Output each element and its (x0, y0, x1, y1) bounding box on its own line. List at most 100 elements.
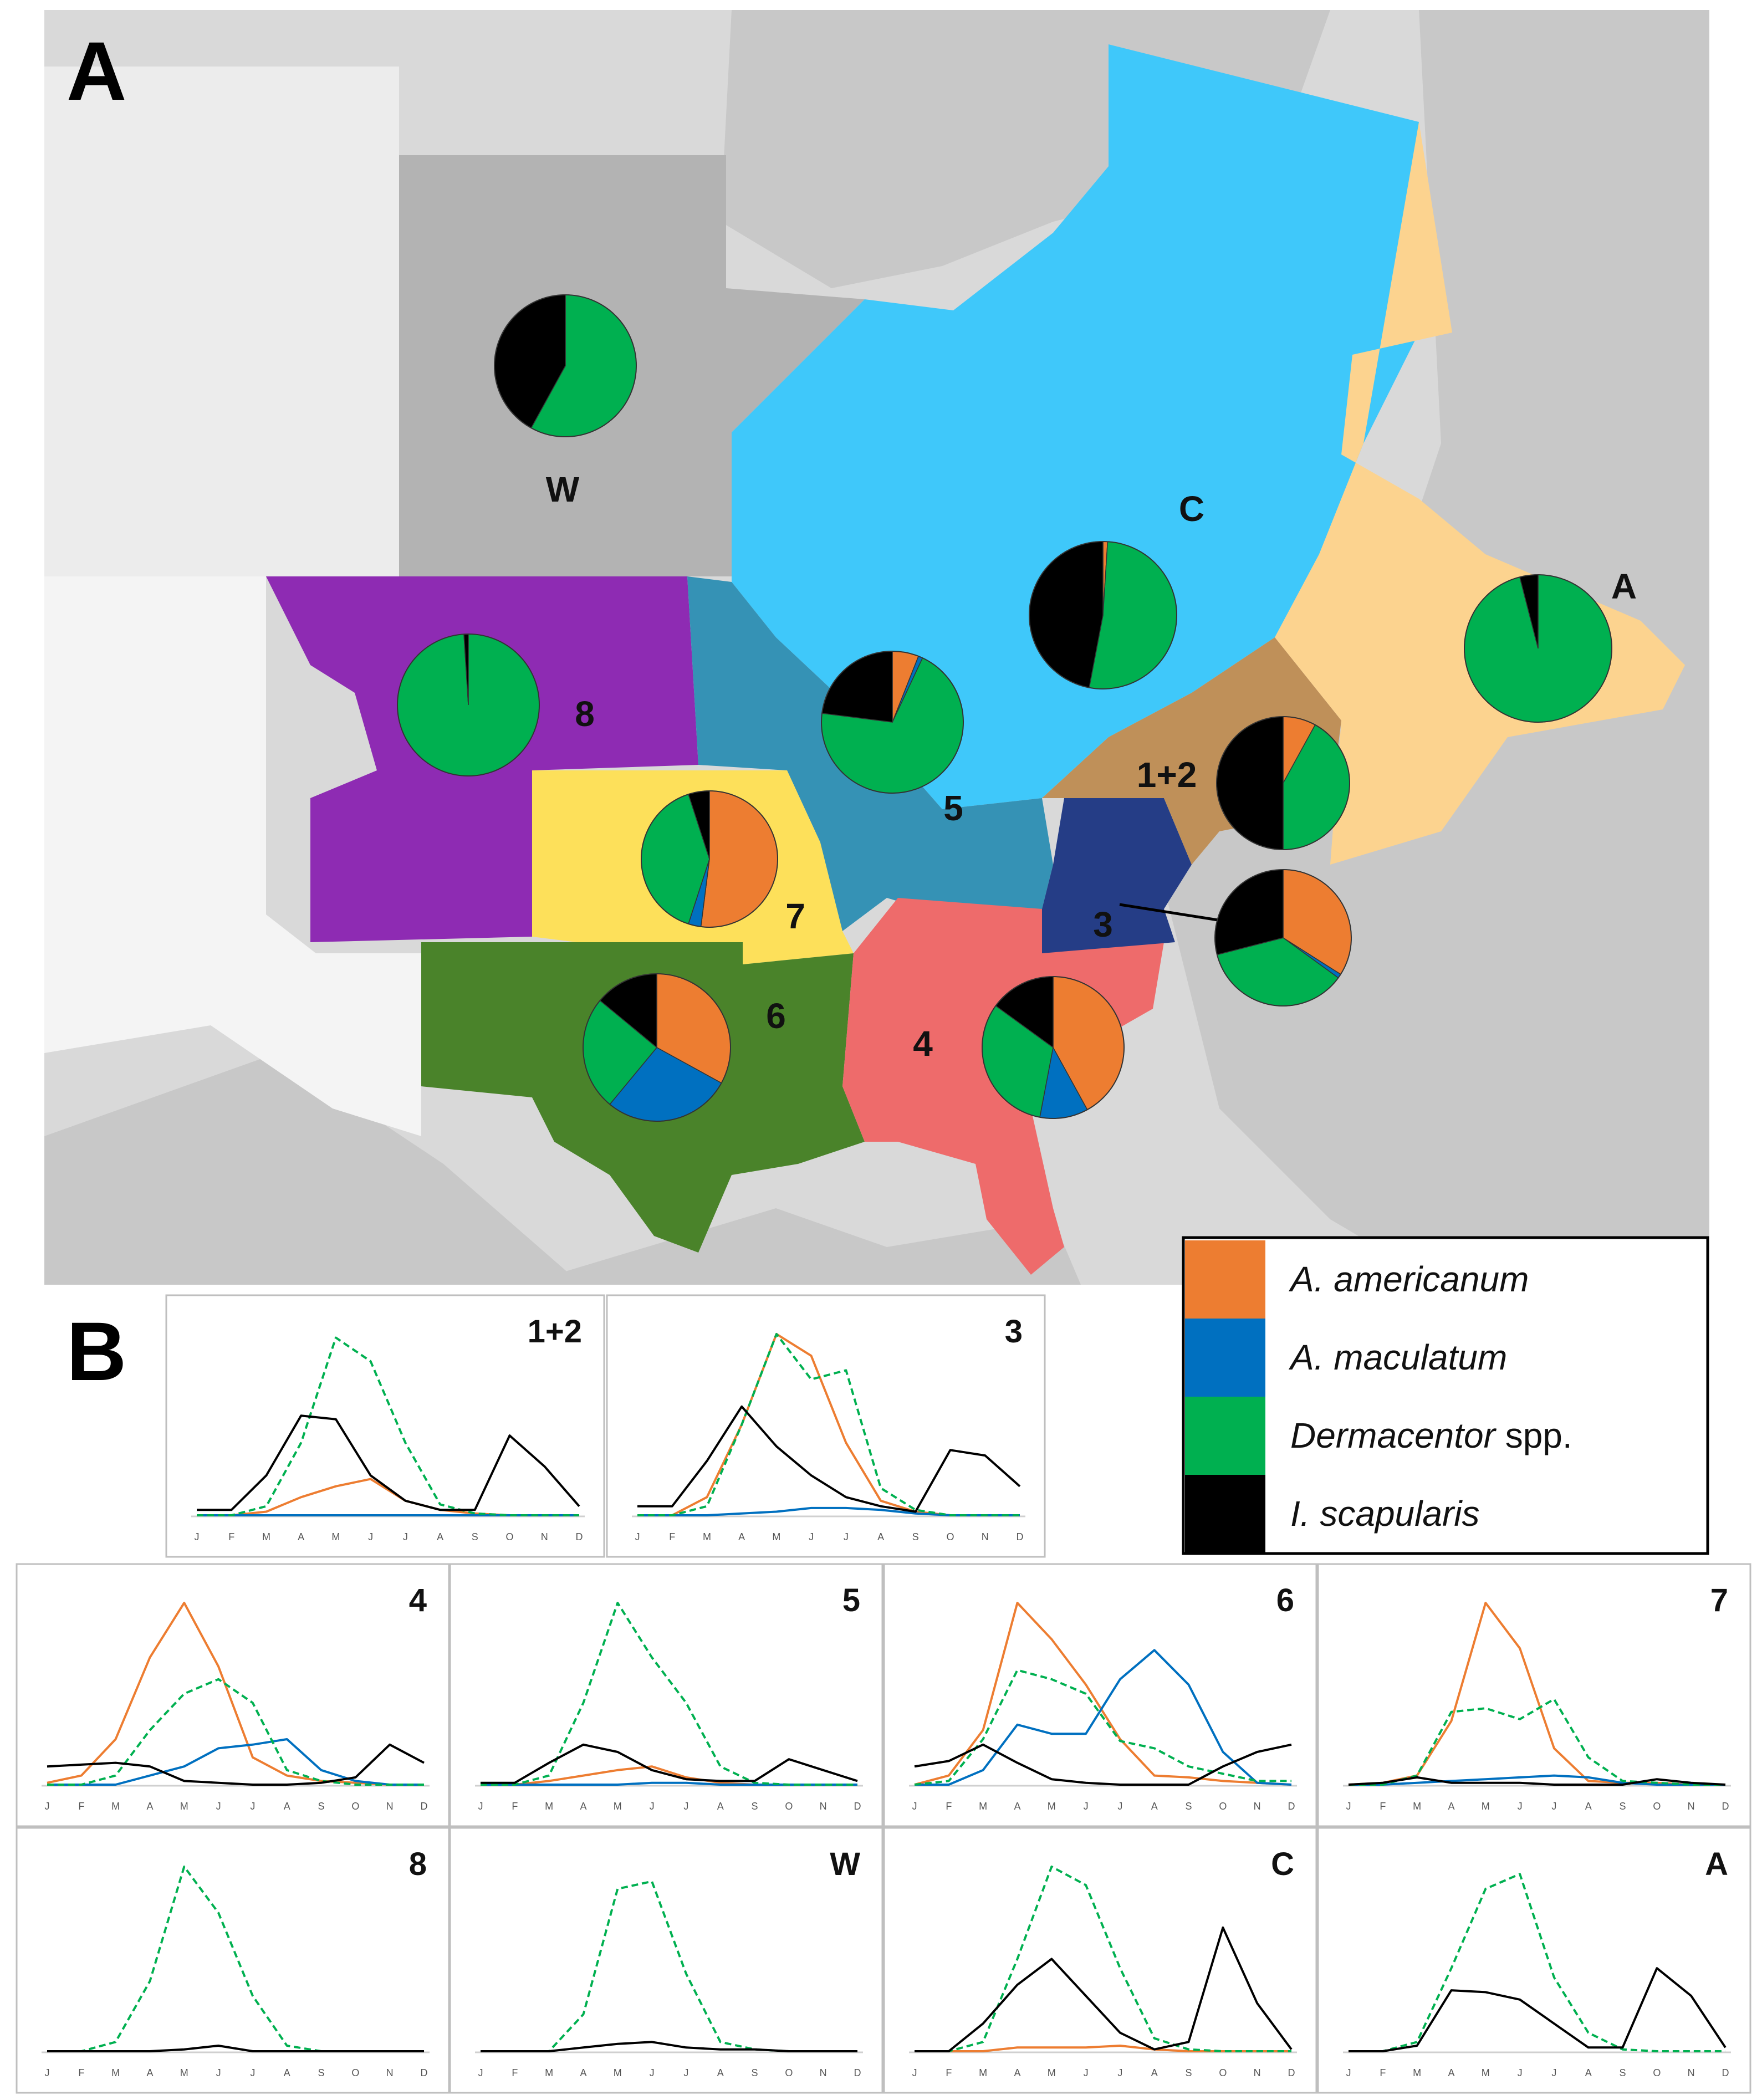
month-tick-label: O (1219, 1801, 1227, 1812)
month-tick-label: F (512, 2067, 518, 2078)
month-tick-label: F (1380, 1801, 1386, 1812)
month-tick-label: J (650, 1801, 655, 1812)
series-line-scapularis (481, 2041, 857, 2052)
month-tick-label: J (216, 1801, 221, 1812)
region-label-7: 7 (785, 896, 805, 936)
month-tick-label: J (1084, 2067, 1089, 2078)
month-tick-label: A (1151, 2067, 1158, 2078)
line-chart-title: C (1271, 1846, 1294, 1882)
series-line-scapularis (637, 1405, 1021, 1513)
month-tick-label: M (331, 1531, 340, 1542)
month-tick-label: D (1017, 1531, 1024, 1542)
series-line-dermacentor (637, 1333, 1020, 1516)
pie-outline (641, 790, 778, 928)
month-tick-label: D (576, 1531, 583, 1542)
month-tick-label: N (982, 1531, 989, 1542)
month-tick-label: O (785, 2067, 793, 2078)
pie-5 (821, 651, 964, 794)
line-chart-frame (883, 1563, 1317, 1827)
series-line-dermacentor (915, 1866, 1291, 2052)
region-3-leader-line (1119, 903, 1225, 923)
month-tick-label: N (1688, 1801, 1695, 1812)
month-tick-label: M (979, 2067, 987, 2078)
month-tick-label: D (1288, 1801, 1295, 1812)
month-tick-label: J (368, 1531, 373, 1542)
month-tick-label: J (1346, 1801, 1351, 1812)
line-chart-title: 5 (842, 1582, 860, 1618)
series-line-dermacentor (1349, 1873, 1725, 2052)
month-tick-label: J (844, 1531, 849, 1542)
month-tick-label: N (386, 1801, 394, 1812)
month-tick-label: A (1585, 2067, 1592, 2078)
month-tick-label: O (506, 1531, 514, 1542)
pacific-ocean (44, 1053, 582, 1285)
legend-swatch-dermacentor (1185, 1397, 1265, 1475)
series-line-scapularis (1349, 1967, 1727, 2052)
month-tick-label: F (512, 1801, 518, 1812)
pie-1-2 (1216, 716, 1350, 850)
line-chart-frame (16, 1827, 450, 2094)
month-tick-label: J (912, 2067, 917, 2078)
pie-outline (982, 976, 1125, 1119)
month-tick-label: O (351, 2067, 359, 2078)
month-tick-label: J (635, 1531, 640, 1542)
month-tick-label: D (854, 2067, 861, 2078)
region-label-8: 8 (575, 694, 595, 734)
month-tick-label: O (1653, 2067, 1661, 2078)
region-label-3: 3 (1093, 905, 1113, 944)
month-tick-label: J (250, 2067, 255, 2078)
month-tick-label: D (1288, 2067, 1295, 2078)
legend-swatch-maculatum (1185, 1319, 1265, 1397)
line-chart-frame (449, 1827, 883, 2094)
line-chart-title: 4 (409, 1582, 427, 1618)
month-tick-label: J (683, 1801, 688, 1812)
month-tick-label: N (1254, 1801, 1261, 1812)
series-line-dermacentor (197, 1336, 579, 1516)
pie-3 (1214, 869, 1352, 1006)
pie-outline (583, 973, 731, 1122)
map-panel: A W C A 8 5 1+2 7 3 6 4 (44, 10, 1709, 1285)
legend-label-dermacentor: Dermacentor spp. (1290, 1416, 1572, 1455)
series-line-maculatum (637, 1506, 1020, 1516)
line-chart-title: 1+2 (528, 1314, 582, 1350)
line-chart-frame (449, 1563, 883, 1827)
legend-box (1182, 1236, 1709, 1555)
line-chart-A: A J F M A M J J A S O N D (1317, 1827, 1751, 2094)
series-line-dermacentor (47, 1678, 424, 1786)
legend-label-americanum: A. americanum (1288, 1259, 1529, 1299)
series-line-scapularis (47, 2045, 424, 2052)
month-tick-label: O (947, 1531, 954, 1542)
month-tick-label: M (1482, 2067, 1490, 2078)
month-tick-label: O (351, 1801, 359, 1812)
series-line-dermacentor (1349, 1698, 1725, 1786)
region-label-6: 6 (766, 996, 786, 1036)
month-tick-label: J (195, 1531, 200, 1542)
gulf-of-mexico (554, 1208, 1081, 1285)
month-tick-label: J (45, 1801, 50, 1812)
line-chart-W: W J F M A M J J A S O N D (449, 1827, 883, 2094)
month-tick-label: M (180, 2067, 188, 2078)
line-chart-title: 3 (1005, 1314, 1023, 1350)
month-tick-label: S (1186, 2067, 1192, 2078)
month-tick-label: M (614, 2067, 622, 2078)
month-tick-label: A (580, 1801, 586, 1812)
line-chart-frame (883, 1827, 1317, 2094)
region-label-a: A (1611, 566, 1637, 606)
line-chart-7: 7 J F M A M J J A S O N D (1317, 1563, 1751, 1827)
month-tick-label: F (946, 1801, 952, 1812)
month-tick-label: S (1620, 2067, 1626, 2078)
month-tick-label: S (318, 2067, 325, 2078)
region-3 (1042, 798, 1192, 953)
line-chart-frame (1317, 1563, 1751, 1827)
panel-b-label: B (67, 1305, 126, 1398)
month-tick-label: A (1151, 1801, 1158, 1812)
month-tick-label: O (1653, 1801, 1661, 1812)
month-tick-label: N (541, 1531, 548, 1542)
month-tick-label: M (979, 1801, 987, 1812)
series-line-scapularis (1348, 1776, 1726, 1786)
pie-4 (982, 976, 1125, 1119)
line-chart-title: 7 (1710, 1582, 1728, 1618)
month-tick-label: A (1014, 2067, 1020, 2078)
month-tick-label: F (228, 1531, 234, 1542)
pie-7 (641, 790, 778, 928)
